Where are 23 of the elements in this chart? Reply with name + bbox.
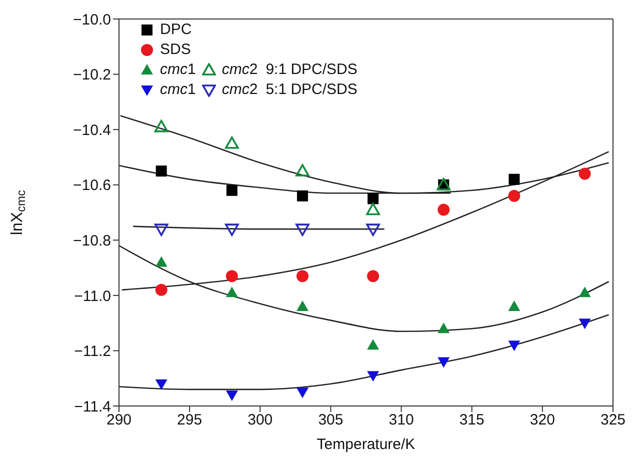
x-tick-label: 310: [388, 412, 414, 429]
x-tick-label: 295: [177, 412, 202, 429]
y-tick-label: −10.8: [73, 232, 111, 250]
legend-label: cmc2: [222, 81, 258, 98]
legend-label: cmc2: [222, 61, 258, 78]
legend-label: cmc1: [160, 61, 196, 78]
y-tick-label: −10.4: [73, 122, 111, 139]
y-tick-label: −10.6: [73, 177, 111, 194]
legend-label: cmc1: [160, 81, 196, 98]
y-tick-label: −11.2: [74, 343, 111, 360]
annotation: 5:1 DPC/SDS: [266, 81, 358, 98]
x-tick-label: 315: [459, 412, 484, 429]
y-tick-label: −10.2: [73, 66, 111, 84]
y-tick-label: −11.0: [74, 288, 111, 305]
x-tick-label: 320: [530, 412, 555, 429]
legend-label: SDS: [160, 41, 191, 58]
x-tick-label: 325: [600, 412, 626, 429]
x-axis-title: Temperature/K: [316, 436, 416, 453]
annotation: 9:1 DPC/SDS: [266, 61, 358, 78]
x-tick-label: 305: [318, 412, 344, 429]
legend-label: DPC: [160, 21, 192, 38]
x-tick-label: 300: [248, 412, 273, 429]
y-tick-label: −10.0: [73, 11, 111, 28]
